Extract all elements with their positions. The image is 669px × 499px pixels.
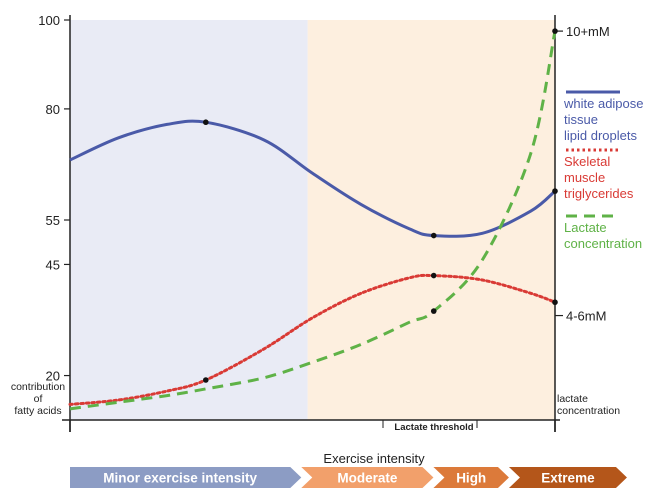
- ticks: 100 80 55 45 20 10+mM 4-6mM: [38, 13, 609, 384]
- legend-label-1-1: muscle: [564, 170, 605, 185]
- right-tick-label-1: 4-6mM: [566, 309, 606, 324]
- legend-label-1-0: Skeletal: [564, 154, 610, 169]
- legend-label-2-0: Lactate: [564, 220, 607, 235]
- right-axis-label-line-2: concentration: [557, 405, 620, 417]
- x-axis-label: Exercise intensity: [323, 451, 425, 466]
- left-tick-label-100: 100: [38, 13, 60, 28]
- left-tick-label-20: 20: [46, 369, 60, 384]
- zone-label-3: Extreme: [541, 471, 595, 486]
- series-1-point-0: [203, 377, 209, 383]
- left-axis-label: contribution of fatty acids: [11, 381, 65, 417]
- left-axis-label-line-3: fatty acids: [14, 405, 61, 417]
- series-1-point-1: [430, 272, 437, 279]
- left-tick-label-45: 45: [46, 257, 60, 272]
- lactate-threshold-marker: Lactate threshold: [382, 420, 478, 433]
- data-points: [203, 28, 558, 383]
- zone-arrow-0: [70, 467, 302, 488]
- legend-label-0-1: tissue: [564, 112, 598, 127]
- series-line-2: [69, 30, 557, 411]
- background-regions: [70, 20, 555, 420]
- series-2-point-1: [552, 28, 558, 34]
- series-2-point-0: [430, 308, 437, 314]
- legend-label-2-1: concentration: [564, 236, 642, 251]
- background-region-0: [70, 20, 308, 420]
- threshold-label: Lactate threshold: [394, 422, 473, 433]
- series-0-point-2: [552, 188, 558, 194]
- right-axis-label: lactate concentration: [557, 393, 620, 417]
- series-0-point-0: [203, 119, 209, 126]
- legend-label-0-2: lipid droplets: [564, 128, 637, 143]
- zone-label-0: Minor exercise intensity: [103, 471, 257, 486]
- zone-label-1: Moderate: [337, 471, 398, 486]
- left-tick-label-80: 80: [46, 102, 60, 117]
- left-tick-label-55: 55: [46, 213, 60, 228]
- background-region-1: [307, 20, 555, 420]
- right-tick-label-0: 10+mM: [566, 24, 610, 39]
- zone-arrow-1: [301, 467, 434, 488]
- zone-arrow-2: [433, 467, 509, 488]
- zone-label-2: High: [456, 471, 486, 486]
- series: [68, 30, 557, 411]
- left-axis-label-line-2: of: [34, 393, 43, 405]
- legend-label-0-0: white adipose: [563, 96, 644, 111]
- series-1-point-2: [552, 299, 558, 306]
- intensity-zones: Minor exercise intensity Moderate High Extr…: [70, 467, 627, 488]
- series-line-0: [69, 119, 556, 238]
- right-axis-label-line-1: lactate: [557, 393, 588, 405]
- legend-label-1-2: triglycerides: [564, 186, 634, 201]
- series-0-point-1: [430, 232, 437, 239]
- series-line-1: [68, 273, 557, 406]
- left-axis-label-line-1: contribution: [11, 381, 65, 393]
- zone-arrow-3: [508, 467, 627, 488]
